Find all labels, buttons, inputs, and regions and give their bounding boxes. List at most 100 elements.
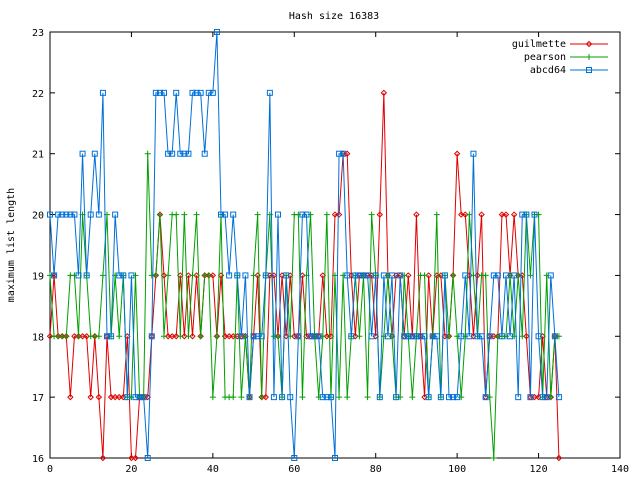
data-point xyxy=(336,394,343,401)
data-point xyxy=(331,211,339,218)
data-point xyxy=(323,333,331,340)
data-point xyxy=(510,211,518,218)
series-line xyxy=(49,92,560,459)
data-point xyxy=(87,211,94,218)
data-point xyxy=(368,211,375,218)
data-point xyxy=(181,211,188,218)
data-point xyxy=(405,272,412,279)
data-point xyxy=(128,272,135,279)
data-point xyxy=(462,272,469,279)
data-point xyxy=(433,211,440,218)
data-point xyxy=(238,394,245,401)
data-point xyxy=(165,272,172,279)
data-point xyxy=(413,211,420,218)
data-point xyxy=(299,394,306,401)
data-point xyxy=(519,333,526,340)
data-point xyxy=(466,333,473,340)
data-point xyxy=(458,211,465,218)
data-point xyxy=(397,272,404,279)
data-point xyxy=(425,272,432,279)
data-point xyxy=(99,454,107,462)
data-point xyxy=(161,333,167,340)
data-point xyxy=(352,272,359,279)
data-point xyxy=(168,333,176,340)
data-point xyxy=(470,272,477,279)
x-axis: 0 20 40 60 80 100 120 140 xyxy=(47,32,629,475)
data-point xyxy=(360,272,367,279)
data-point xyxy=(555,394,562,401)
data-point xyxy=(380,89,388,97)
data-point xyxy=(116,333,123,340)
data-point xyxy=(453,150,461,157)
data-point xyxy=(515,394,522,401)
data-point xyxy=(51,272,58,279)
data-point xyxy=(295,333,302,340)
x-tick-label: 120 xyxy=(530,464,548,475)
data-point xyxy=(258,394,265,401)
data-point xyxy=(490,272,497,279)
x-tick-label: 100 xyxy=(448,464,466,475)
data-point xyxy=(482,272,489,279)
data-point xyxy=(454,394,461,401)
data-point xyxy=(71,211,78,218)
data-point xyxy=(99,272,106,279)
y-tick-label: 19 xyxy=(32,271,44,282)
data-point xyxy=(116,272,123,279)
data-point xyxy=(128,454,135,462)
series-layer xyxy=(46,29,563,462)
data-point xyxy=(222,211,229,218)
data-point xyxy=(213,333,220,340)
data-point xyxy=(193,211,200,218)
data-point xyxy=(218,211,224,218)
data-point xyxy=(124,394,131,401)
data-point xyxy=(401,333,408,340)
data-point xyxy=(380,272,387,279)
data-point xyxy=(95,211,102,218)
data-point xyxy=(389,272,395,279)
data-point xyxy=(79,150,86,157)
data-point xyxy=(75,333,82,340)
data-point xyxy=(164,333,172,340)
data-point xyxy=(67,211,74,218)
data-point xyxy=(356,333,363,340)
data-point xyxy=(63,211,70,218)
data-point xyxy=(225,333,233,340)
data-point xyxy=(539,394,546,401)
data-point xyxy=(327,394,334,401)
data-point xyxy=(498,333,505,340)
data-point xyxy=(555,454,563,462)
data-point xyxy=(173,89,180,96)
data-point xyxy=(507,333,514,340)
data-point xyxy=(364,394,371,401)
legend-label: pearson xyxy=(524,52,566,63)
data-point xyxy=(169,150,176,157)
data-point xyxy=(429,333,436,340)
data-point xyxy=(523,211,530,218)
data-point xyxy=(474,333,481,340)
data-point xyxy=(303,211,310,218)
data-point xyxy=(344,272,351,279)
data-point xyxy=(83,272,90,279)
data-point xyxy=(323,394,330,401)
data-point xyxy=(551,333,558,340)
data-point xyxy=(319,394,326,401)
data-point xyxy=(527,272,534,279)
y-tick-label: 22 xyxy=(32,89,44,100)
data-point xyxy=(120,272,127,279)
data-point xyxy=(323,211,330,218)
data-point xyxy=(433,333,440,340)
data-point xyxy=(213,29,220,35)
data-point xyxy=(140,394,147,401)
data-point xyxy=(79,333,86,340)
data-point xyxy=(458,333,465,340)
data-point xyxy=(201,150,208,157)
data-point xyxy=(152,89,159,96)
data-point xyxy=(181,333,188,340)
data-point xyxy=(478,333,485,340)
data-point xyxy=(425,394,432,401)
data-point xyxy=(356,272,363,279)
x-tick-label: 60 xyxy=(288,464,300,475)
data-point xyxy=(136,394,143,401)
data-point xyxy=(230,211,237,218)
data-point xyxy=(197,333,204,340)
